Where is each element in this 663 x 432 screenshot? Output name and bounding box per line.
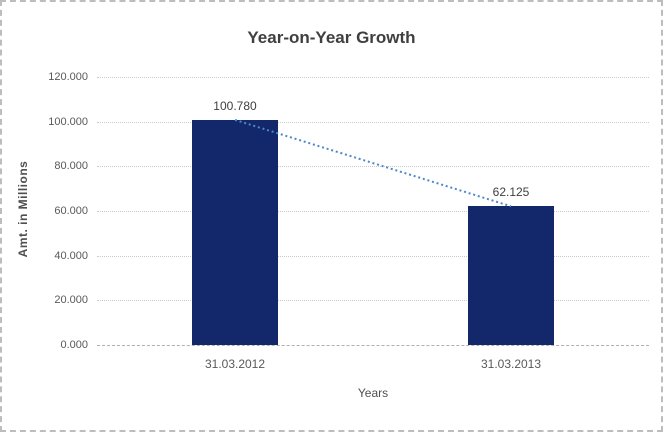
bar-2012 — [192, 119, 278, 345]
y-tick-label: 60.000 — [54, 205, 88, 217]
gridline — [97, 121, 649, 123]
data-label-2012: 100.780 — [213, 98, 257, 113]
y-tick-label: 0.000 — [60, 339, 88, 351]
x-axis-title: Years — [357, 386, 389, 400]
x-tick-label-2012: 31.03.2012 — [204, 357, 266, 371]
y-tick-label: 20.000 — [54, 294, 88, 307]
data-label-2013: 62.125 — [492, 185, 530, 200]
bar-2013 — [468, 206, 554, 345]
plot-area: 100.780 62.125 — [97, 77, 649, 346]
trendline — [234, 118, 512, 208]
gridline — [97, 166, 649, 168]
chart-title: Year-on-Year Growth — [247, 28, 416, 47]
y-tick-label: 120.000 — [48, 71, 88, 83]
y-tick-label: 100.000 — [48, 115, 88, 128]
y-tick-label: 40.000 — [54, 249, 88, 262]
gridline — [97, 255, 649, 257]
x-tick-label-2013: 31.03.2013 — [480, 357, 542, 371]
gridline — [97, 211, 649, 212]
bar-group-2013: 62.125 — [373, 77, 649, 345]
bar-group-2012: 100.780 — [97, 77, 373, 345]
gridline — [97, 77, 649, 78]
trendline-path — [234, 118, 512, 208]
gridline — [97, 300, 649, 302]
x-axis-line — [97, 345, 649, 346]
y-tick-label: 80.000 — [54, 160, 88, 173]
